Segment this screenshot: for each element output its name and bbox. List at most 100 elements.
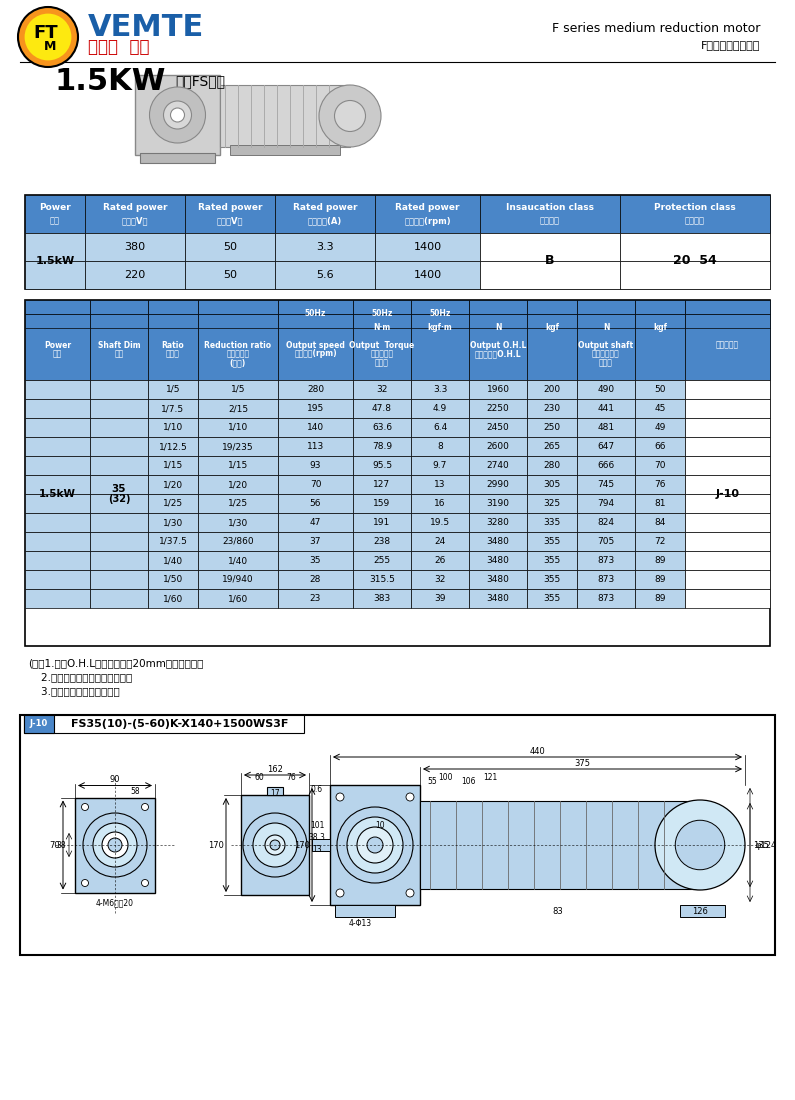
Text: 2.水平安裝高轉矩力變頻機型。: 2.水平安裝高轉矩力變頻機型。 [28, 672, 132, 682]
Bar [278, 551, 353, 570]
Bar [469, 532, 527, 551]
Bar [469, 551, 527, 570]
Text: 38: 38 [56, 840, 66, 849]
Text: 1/10: 1/10 [228, 424, 248, 432]
Text: 265: 265 [544, 442, 560, 451]
Text: 1/20: 1/20 [228, 480, 248, 490]
Bar [198, 551, 278, 570]
Circle shape [83, 813, 147, 877]
Text: 47: 47 [310, 518, 321, 527]
Text: 1/30: 1/30 [163, 518, 183, 527]
Text: 減速機  電機: 減速機 電機 [88, 39, 149, 56]
Bar [527, 551, 577, 570]
Bar [24, 715, 54, 733]
Text: 功率: 功率 [50, 217, 60, 226]
Text: 375: 375 [575, 759, 591, 768]
Circle shape [319, 85, 381, 147]
Text: 28: 28 [310, 575, 321, 584]
Bar [148, 513, 198, 532]
Text: 23: 23 [310, 594, 321, 603]
Text: 外形尺寸圖: 外形尺寸圖 [716, 341, 739, 350]
Bar [241, 795, 309, 895]
Text: 13: 13 [312, 846, 322, 855]
Text: 76: 76 [654, 480, 665, 490]
Bar [278, 399, 353, 418]
Bar [635, 570, 685, 589]
Bar [278, 475, 353, 494]
Bar [198, 494, 278, 513]
Text: 1.5kW: 1.5kW [35, 256, 75, 266]
Bar [577, 475, 635, 494]
Bar [335, 905, 395, 917]
Bar [685, 551, 770, 570]
Bar [25, 379, 90, 399]
Text: 72: 72 [654, 537, 665, 546]
Bar [353, 551, 411, 570]
Circle shape [336, 889, 344, 896]
Text: 功率: 功率 [53, 350, 62, 359]
Bar [527, 437, 577, 456]
Bar [198, 437, 278, 456]
Text: Rated power: Rated power [198, 202, 262, 211]
Bar [25, 456, 90, 475]
Bar [685, 379, 770, 399]
Bar [411, 532, 469, 551]
Bar [411, 494, 469, 513]
Bar [480, 261, 620, 289]
Bar [25, 418, 90, 437]
Bar [198, 300, 278, 379]
Bar [577, 494, 635, 513]
Bar [635, 300, 685, 379]
Text: F series medium reduction motor: F series medium reduction motor [552, 22, 760, 34]
Text: 1/15: 1/15 [163, 461, 183, 470]
Bar [469, 418, 527, 437]
Text: Output  Torque: Output Torque [349, 341, 415, 350]
Bar [635, 551, 685, 570]
Text: 3480: 3480 [487, 594, 510, 603]
Bar [230, 145, 340, 155]
Text: 8: 8 [437, 442, 443, 451]
Text: 1/20: 1/20 [163, 480, 183, 490]
Bar [278, 300, 353, 379]
Text: 35: 35 [310, 556, 321, 565]
Text: 3.3: 3.3 [432, 385, 447, 394]
Text: F系列中型減速電機: F系列中型減速電機 [700, 40, 760, 49]
Text: 19/940: 19/940 [222, 575, 254, 584]
Text: 305: 305 [543, 480, 560, 490]
Bar [577, 456, 635, 475]
Text: 66: 66 [654, 442, 665, 451]
Circle shape [335, 100, 366, 132]
Bar [90, 379, 148, 399]
Text: 37: 37 [310, 537, 321, 546]
Bar [90, 437, 148, 456]
Text: 50: 50 [223, 242, 237, 252]
Text: 162: 162 [267, 764, 283, 773]
Bar [25, 195, 85, 233]
Text: 1400: 1400 [413, 242, 441, 252]
Bar [527, 418, 577, 437]
Bar [148, 379, 198, 399]
Text: 3480: 3480 [487, 537, 510, 546]
Text: 666: 666 [597, 461, 615, 470]
Bar [527, 314, 577, 328]
Text: 2990: 2990 [487, 480, 510, 490]
Text: 383: 383 [374, 594, 390, 603]
Bar [685, 399, 770, 418]
Bar [411, 570, 469, 589]
Bar [469, 513, 527, 532]
Bar [25, 300, 770, 646]
Bar [635, 532, 685, 551]
Bar [278, 314, 353, 328]
Text: 1/37.5: 1/37.5 [158, 537, 188, 546]
Text: 頻率（V）: 頻率（V） [217, 217, 243, 226]
Bar [198, 475, 278, 494]
Bar [198, 532, 278, 551]
Bar [527, 494, 577, 513]
Text: 89: 89 [654, 575, 665, 584]
Text: 441: 441 [598, 404, 615, 412]
Bar [278, 300, 353, 313]
Bar [353, 300, 411, 379]
Text: 824: 824 [598, 518, 615, 527]
Bar [90, 532, 148, 551]
Bar [25, 300, 90, 379]
